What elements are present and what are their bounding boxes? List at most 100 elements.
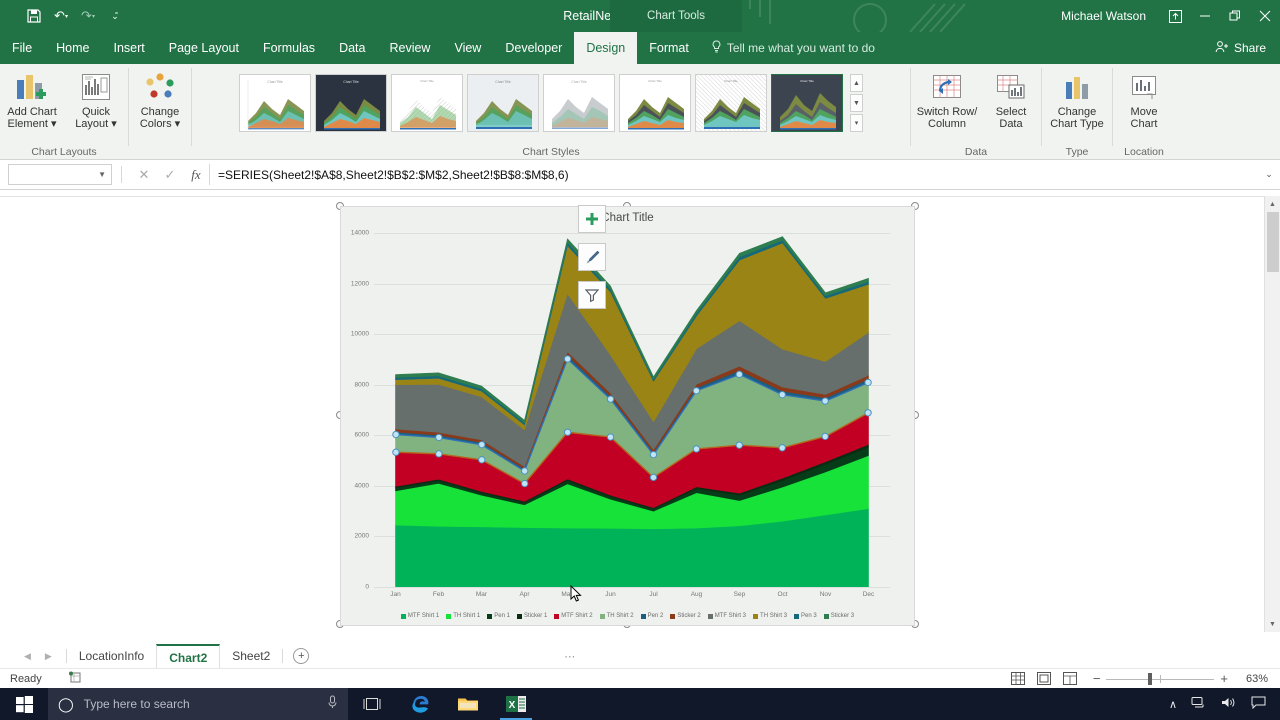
- add-chart-element-button[interactable]: Add Chart Element ▾: [0, 68, 64, 130]
- ribbon-tab-page-layout[interactable]: Page Layout: [168, 41, 239, 55]
- ribbon-tab-design[interactable]: Design: [574, 32, 638, 64]
- chart-object[interactable]: Chart Title 14000 12000 10000 8000 6000 …: [340, 206, 915, 626]
- ribbon-tab-file[interactable]: File: [0, 32, 45, 64]
- zoom-level-label[interactable]: 63%: [1245, 672, 1268, 685]
- ribbon-tab-developer[interactable]: Developer: [505, 41, 563, 55]
- legend-item-6[interactable]: TH Shirt 2: [599, 613, 634, 619]
- zoom-in-button[interactable]: +: [1220, 671, 1228, 686]
- sheet-tab-bar[interactable]: ◀ ▶ LocationInfo Chart2 Sheet2 + ⋯: [0, 644, 1280, 668]
- legend-item-2[interactable]: TH Shirt 1: [446, 613, 480, 619]
- vscroll-thumb[interactable]: [1267, 212, 1279, 272]
- ribbon-tab-format[interactable]: Format: [649, 41, 689, 55]
- customize-qat-icon[interactable]: ⌄̄: [111, 10, 119, 21]
- chart-style-thumbnail-4[interactable]: Chart Title: [467, 74, 539, 132]
- legend-item-9[interactable]: MTF Shirt 3: [707, 613, 746, 619]
- undo-icon[interactable]: ↶ ▾: [54, 8, 68, 23]
- legend-item-5[interactable]: MTF Shirt 2: [554, 613, 593, 619]
- sheet-tab-sheet2[interactable]: Sheet2: [232, 649, 271, 663]
- select-data-button[interactable]: Select Data: [982, 68, 1040, 130]
- file-explorer-icon[interactable]: [444, 688, 492, 720]
- tell-me-box[interactable]: Tell me what you want to do: [701, 32, 885, 64]
- vscroll-up-arrow-icon[interactable]: ▲: [1269, 200, 1276, 208]
- sheet-tab-locationinfo[interactable]: LocationInfo: [78, 649, 145, 663]
- zoom-out-button[interactable]: −: [1092, 671, 1101, 686]
- page-break-preview-button[interactable]: [1057, 670, 1083, 688]
- ribbon-tab-data[interactable]: Data: [339, 41, 366, 55]
- worksheet-canvas[interactable]: Chart Title 14000 12000 10000 8000 6000 …: [0, 196, 1280, 678]
- action-center-icon[interactable]: [1251, 696, 1266, 712]
- quick-access-toolbar[interactable]: ↶ ▾ ↷ ▾ ⌄̄: [0, 5, 127, 27]
- taskview-icon[interactable]: [348, 688, 396, 720]
- chart-style-thumbnail-1[interactable]: Chart Title: [239, 74, 311, 132]
- sheet-nav-arrows[interactable]: ◀ ▶: [0, 651, 66, 662]
- vscroll-down-arrow-icon[interactable]: ▼: [1269, 620, 1276, 628]
- gallery-more-icon[interactable]: ▾: [850, 114, 863, 132]
- enter-formula-icon[interactable]: ✓: [164, 166, 176, 182]
- move-chart-button[interactable]: Move Chart: [1112, 68, 1176, 130]
- formula-input[interactable]: =SERIES(Sheet2!$A$8,Sheet2!$B$2:$M$2,She…: [209, 164, 1258, 185]
- sheet-nav-prev-icon[interactable]: ◀: [24, 650, 31, 661]
- redo-icon[interactable]: ↷ ▾: [81, 8, 95, 23]
- ribbon-tab-review[interactable]: Review: [389, 41, 431, 55]
- volume-icon[interactable]: [1221, 696, 1237, 712]
- restore-icon[interactable]: [1220, 0, 1250, 32]
- ribbon-tab-bar[interactable]: File Home Insert Page Layout Formulas Da…: [0, 32, 1280, 64]
- gallery-scroll-down-icon[interactable]: ▼: [850, 94, 863, 112]
- chart-style-thumbnail-6[interactable]: Chart Title: [619, 74, 691, 132]
- chart-elements-button[interactable]: [578, 205, 606, 233]
- minimize-icon[interactable]: [1190, 0, 1220, 32]
- normal-view-button[interactable]: [1005, 670, 1031, 688]
- microphone-icon[interactable]: [327, 695, 338, 714]
- chart-style-thumbnail-3[interactable]: Chart Title: [391, 74, 463, 132]
- chart-styles-button[interactable]: [578, 243, 606, 271]
- vertical-scrollbar[interactable]: ▲ ▼: [1264, 196, 1280, 632]
- chart-style-thumbnail-2[interactable]: Chart Title: [315, 74, 387, 132]
- ribbon-tab-home[interactable]: Home: [56, 41, 90, 55]
- chart-title[interactable]: Chart Title: [601, 212, 654, 224]
- excel-icon[interactable]: X: [492, 688, 540, 720]
- chart-style-thumbnail-5[interactable]: Chart Title: [543, 74, 615, 132]
- taskbar[interactable]: ◯ Type here to search X ∧: [0, 688, 1280, 720]
- selected-series-markers[interactable]: [374, 233, 890, 587]
- chart-style-thumbnail-8[interactable]: Chart Title: [771, 74, 843, 132]
- close-icon[interactable]: [1250, 0, 1280, 32]
- stacked-area-series[interactable]: [374, 233, 890, 587]
- save-icon[interactable]: [22, 5, 46, 27]
- legend-item-8[interactable]: Sticker 2: [670, 613, 701, 619]
- change-chart-type-button[interactable]: Change Chart Type: [1042, 68, 1112, 130]
- gallery-scroll-up-icon[interactable]: ▲: [850, 74, 863, 92]
- account-name[interactable]: Michael Watson: [1061, 9, 1146, 23]
- network-icon[interactable]: [1191, 696, 1207, 712]
- legend-item-1[interactable]: MTF Shirt 1: [400, 613, 439, 619]
- macro-record-icon[interactable]: [68, 671, 81, 686]
- quick-layout-button[interactable]: Quick Layout ▾: [64, 68, 128, 130]
- insert-function-icon[interactable]: fx: [191, 166, 201, 182]
- sheet-tab-chart2[interactable]: Chart2: [156, 644, 221, 668]
- legend-item-11[interactable]: Pen 3: [794, 613, 817, 619]
- ribbon-tab-formulas[interactable]: Formulas: [262, 41, 316, 55]
- chart-legend[interactable]: MTF Shirt 1 TH Shirt 1 Pen 1 Sticker 1 MTF S…: [341, 613, 914, 619]
- legend-item-12[interactable]: Sticker 3: [823, 613, 854, 619]
- new-sheet-button[interactable]: +: [293, 648, 310, 664]
- legend-item-3[interactable]: Pen 1: [487, 613, 510, 619]
- change-colors-button[interactable]: Change Colors ▾: [128, 68, 192, 130]
- page-layout-view-button[interactable]: [1031, 670, 1057, 688]
- ribbon-display-options-icon[interactable]: [1160, 0, 1190, 32]
- cancel-formula-icon[interactable]: ✕: [138, 166, 150, 182]
- chart-styles-gallery[interactable]: Chart Title Chart Title: [239, 68, 863, 132]
- ribbon-tab-insert[interactable]: Insert: [113, 41, 145, 55]
- zoom-slider[interactable]: [1106, 671, 1215, 687]
- legend-item-10[interactable]: TH Shirt 3: [753, 613, 787, 619]
- system-tray[interactable]: ∧: [1169, 696, 1280, 712]
- chart-styles-scroll-buttons[interactable]: ▲ ▼ ▾: [850, 74, 863, 132]
- zoom-control[interactable]: − + 63%: [1093, 671, 1268, 687]
- show-hidden-icons-icon[interactable]: ∧: [1168, 698, 1177, 711]
- chart-filters-button[interactable]: [578, 281, 606, 309]
- name-box[interactable]: ▼: [8, 164, 112, 185]
- chart-style-thumbnail-7[interactable]: Chart Title: [695, 74, 767, 132]
- search-box[interactable]: ◯ Type here to search: [48, 688, 348, 720]
- legend-item-7[interactable]: Pen 2: [640, 613, 663, 619]
- ribbon-tab-view[interactable]: View: [454, 41, 482, 55]
- switch-row-column-button[interactable]: Switch Row/ Column: [912, 68, 982, 130]
- edge-icon[interactable]: [396, 688, 444, 720]
